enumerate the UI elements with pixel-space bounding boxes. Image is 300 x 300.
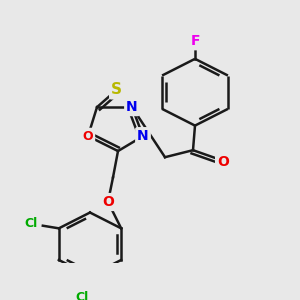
- Text: Cl: Cl: [75, 291, 88, 300]
- Text: Cl: Cl: [24, 218, 38, 230]
- Text: O: O: [83, 130, 93, 142]
- Text: N: N: [137, 129, 149, 143]
- Text: S: S: [111, 82, 122, 97]
- Text: O: O: [102, 195, 114, 209]
- Text: N: N: [126, 100, 138, 114]
- Text: F: F: [190, 34, 200, 48]
- Text: O: O: [217, 154, 229, 169]
